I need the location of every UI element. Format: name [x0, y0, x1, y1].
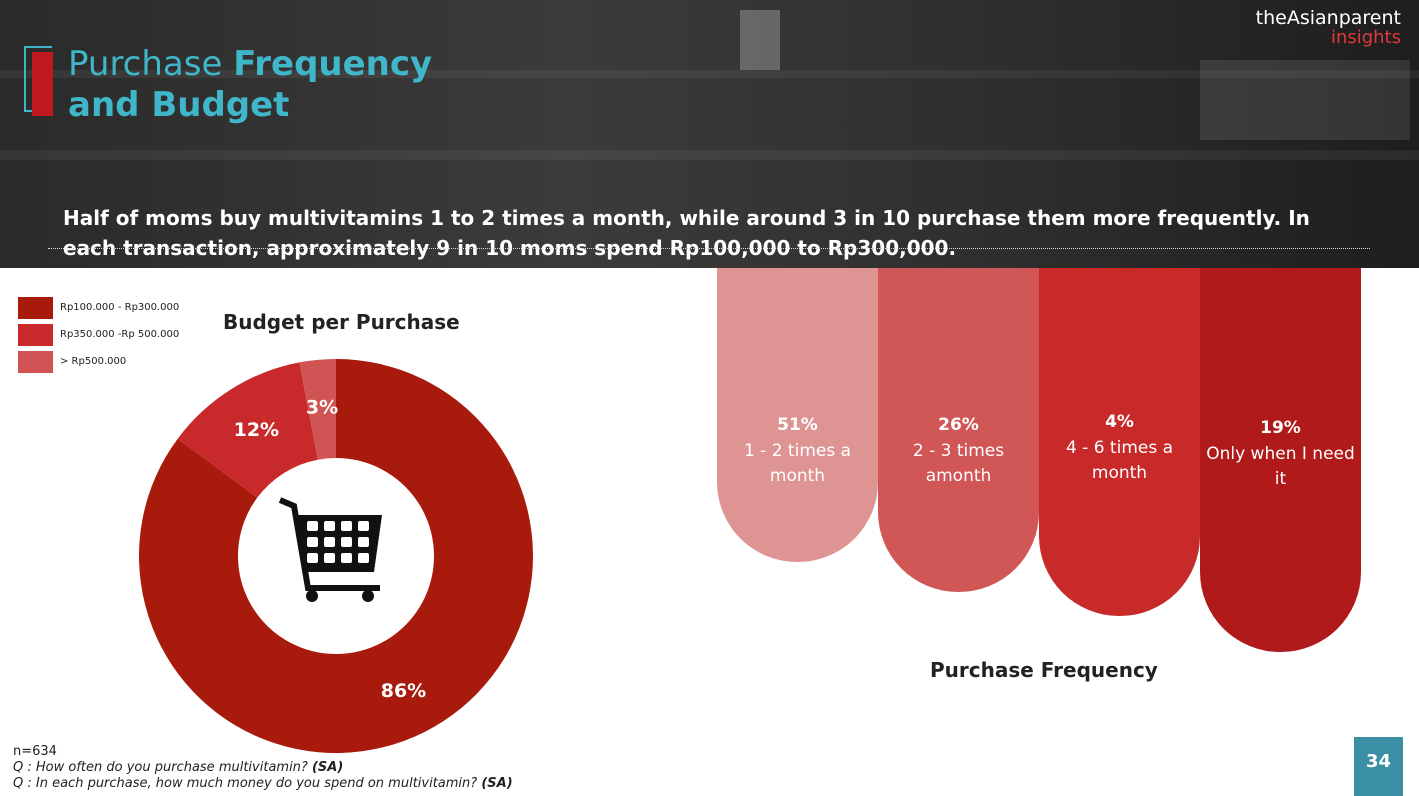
bar-value: 19% — [1260, 418, 1301, 438]
bar-value: 26% — [938, 415, 979, 435]
budget-donut-chart: 86% 12% 3% — [139, 359, 534, 753]
legend-item: Rp100.000 - Rp300.000 — [18, 294, 179, 321]
donut-label: 3% — [306, 397, 338, 419]
frequency-bar: 51% 1 - 2 times a month — [717, 268, 878, 562]
bar-label: Only when I need it — [1206, 444, 1355, 489]
donut-slice — [177, 362, 318, 498]
bar-label: 4 - 6 times a month — [1065, 438, 1174, 483]
bar-value: 4% — [1105, 412, 1134, 432]
legend-item: Rp350.000 -Rp 500.000 — [18, 321, 179, 348]
bar-label: 2 - 3 times amonth — [912, 441, 1005, 486]
donut-label: 86% — [381, 680, 426, 702]
footnote: n=634 Q : How often do you purchase mult… — [13, 744, 513, 791]
legend-swatch — [18, 350, 53, 373]
headline: Half of moms buy multivitamins 1 to 2 ti… — [63, 206, 1310, 260]
budget-chart-title: Budget per Purchase — [223, 310, 460, 334]
title-accent-bar — [32, 52, 53, 116]
divider — [48, 248, 1370, 249]
frequency-bar: 19% Only when I need it — [1200, 268, 1361, 652]
legend-swatch — [18, 323, 53, 346]
legend-swatch — [18, 296, 53, 319]
budget-legend: Rp100.000 - Rp300.000 Rp350.000 -Rp 500.0… — [18, 294, 179, 375]
frequency-bar: 26% 2 - 3 times amonth — [878, 268, 1039, 592]
page-number: 34 — [1354, 737, 1403, 796]
legend-label: > Rp500.000 — [60, 356, 127, 367]
frequency-bar: 4% 4 - 6 times a month — [1039, 268, 1200, 616]
legend-item: > Rp500.000 — [18, 348, 179, 375]
bar-value: 51% — [777, 415, 818, 435]
donut-label: 12% — [234, 419, 279, 441]
donut-slice — [139, 359, 534, 753]
shopping-cart-icon — [278, 497, 382, 602]
header-photo-banner — [0, 0, 1419, 268]
bar-label: 1 - 2 times a month — [743, 441, 852, 486]
legend-label: Rp100.000 - Rp300.000 — [60, 302, 180, 313]
brand-logo: theAsianparent insights — [1255, 7, 1401, 48]
donut-slice — [299, 359, 336, 460]
legend-label: Rp350.000 -Rp 500.000 — [60, 329, 180, 340]
page-title: Purchase Frequency and Budget — [68, 44, 433, 125]
sample-size: n=634 — [13, 744, 57, 759]
frequency-chart-title: Purchase Frequency — [930, 658, 1158, 682]
